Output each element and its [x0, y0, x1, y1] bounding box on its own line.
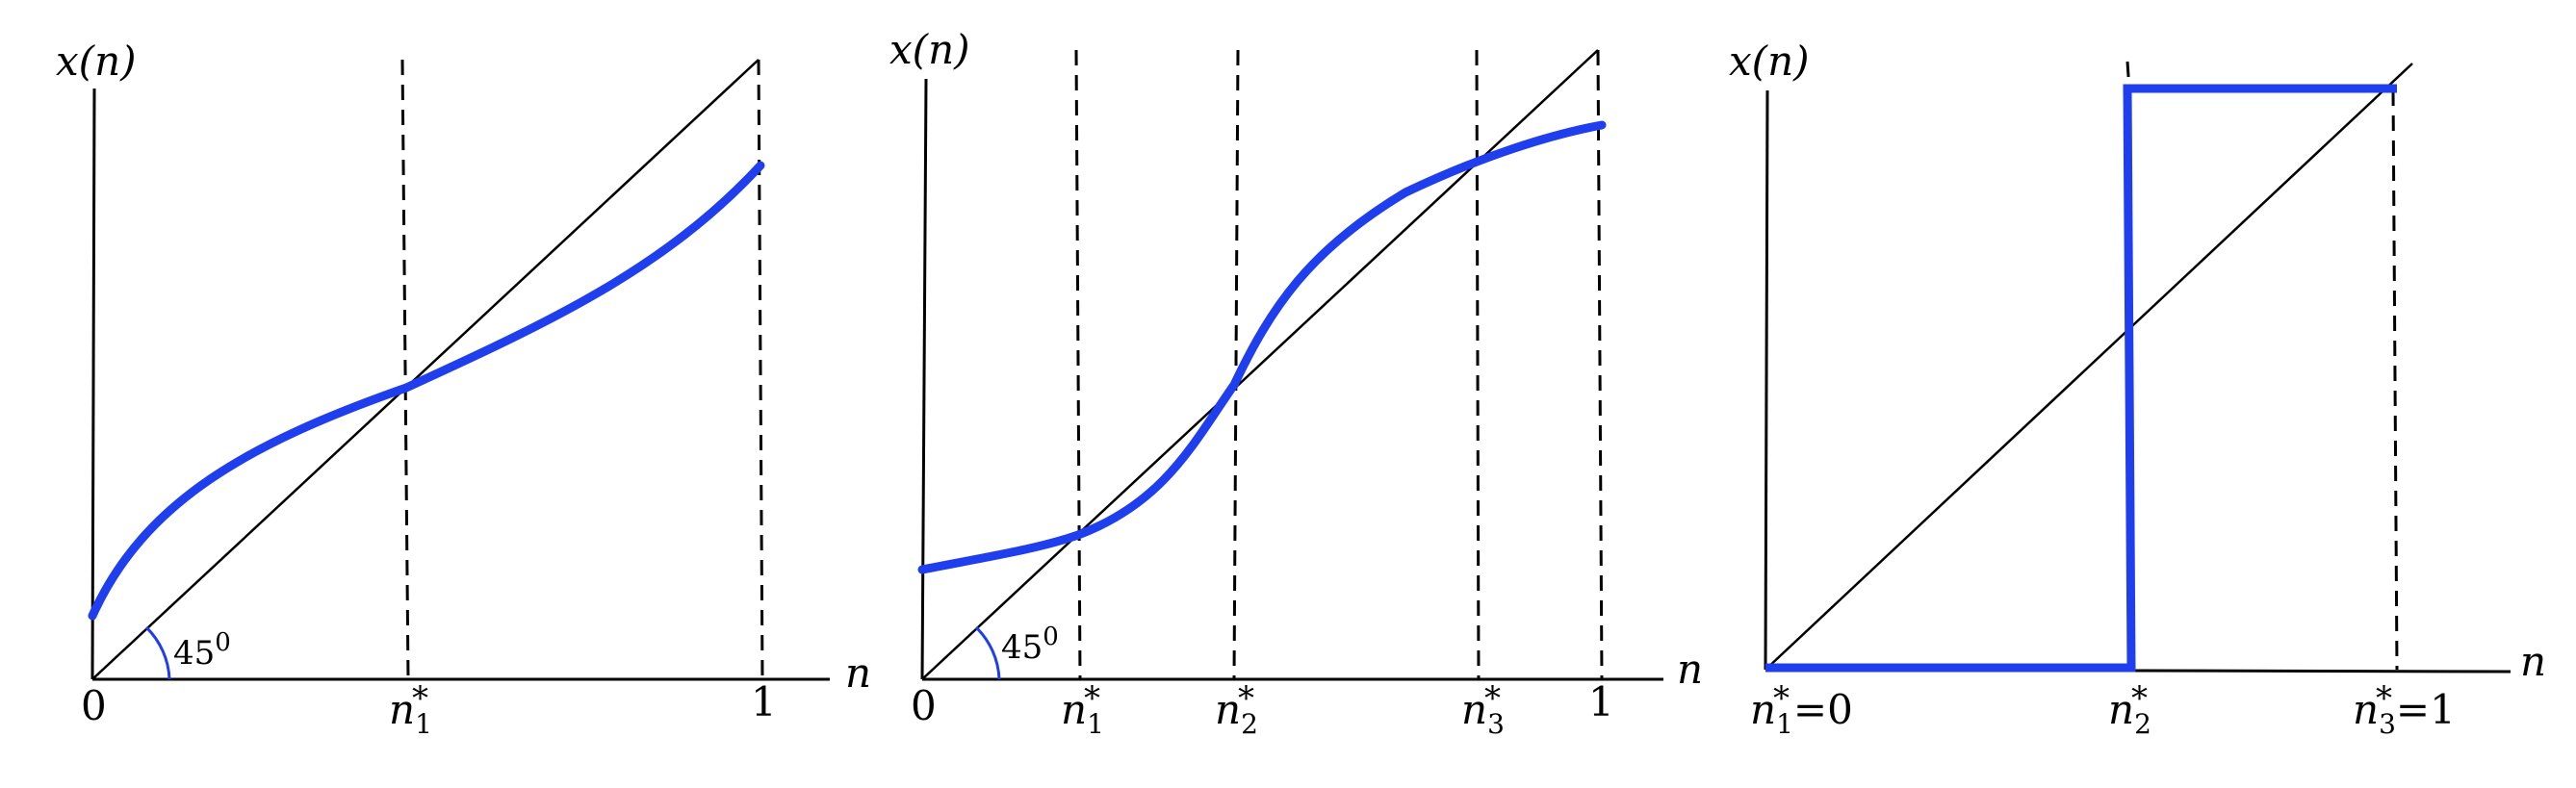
panel-3-tick-n3: n3=1 — [2353, 686, 2456, 740]
panel-1-tick-n1-star: * — [412, 679, 428, 718]
panel-3-dashed-n2 — [2125, 61, 2131, 91]
panel-1-y-axis — [90, 88, 96, 680]
panel-2-angle-arc — [974, 625, 1001, 680]
panel-2-dashed-n3 — [1475, 49, 1481, 680]
panel-3-y-axis-label: x(n) — [1729, 38, 1810, 85]
panel-3-tick-n1-star: * — [1773, 679, 1790, 718]
panel-2-diagonal-45 — [921, 49, 1599, 680]
panel-2-y-axis-label: x(n) — [889, 26, 970, 73]
panel-2: x(n) n 450 0 n1 * n2 * n3 * 1 — [889, 26, 1703, 740]
panel-1-dashed-one — [757, 59, 764, 680]
panel-2-tick-n3-star: * — [1484, 679, 1501, 718]
panel-2-dashed-one — [1596, 49, 1604, 680]
panel-2-y-axis — [920, 78, 928, 680]
panel-2-tick-n2: n2 — [1215, 686, 1258, 740]
panel-1-dashed-n1 — [400, 59, 410, 680]
panel-2-tick-one: 1 — [1588, 678, 1614, 725]
panel-2-tick-n3: n3 — [1461, 686, 1505, 740]
panel-2-x-axis-label: n — [1677, 646, 1703, 693]
panel-1-angle-label: 450 — [173, 628, 231, 673]
panel-3-tick-n3-star: * — [2376, 679, 2392, 718]
panel-1-x-axis-label: n — [845, 649, 871, 697]
panel-1-curve — [88, 161, 765, 621]
panel-1-diagonal-45 — [91, 59, 760, 680]
panel-3-step-curve — [1765, 84, 2397, 673]
panel-2-tick-origin: 0 — [911, 682, 937, 729]
panel-1-y-axis-label: x(n) — [56, 38, 137, 85]
panel-2-tick-n2-star: * — [1238, 679, 1254, 718]
panel-2-angle-label: 450 — [1001, 623, 1059, 667]
panel-3: x(n) n n1=0 * n2 * n3=1 * — [1729, 38, 2546, 740]
panel-3-tick-n1: n1=0 — [1750, 686, 1853, 740]
panel-3-tick-n2-star: * — [2131, 679, 2148, 718]
panel-3-diagonal-45 — [1765, 63, 2413, 671]
panel-2-dashed-n2 — [1232, 49, 1240, 680]
panel-1: x(n) n 450 0 n1 * 1 — [56, 38, 871, 740]
panel-1-tick-n1: n1 — [389, 686, 432, 740]
panel-1-tick-one: 1 — [751, 678, 777, 725]
panel-2-tick-n1-star: * — [1084, 679, 1100, 718]
panel-1-tick-origin: 0 — [81, 682, 107, 729]
panel-3-y-axis — [1764, 89, 1769, 671]
panel-2-tick-n1: n1 — [1061, 686, 1104, 740]
panel-2-curve — [917, 120, 1607, 574]
panel-1-angle-arc — [144, 625, 171, 680]
panel-3-tick-n2: n2 — [2108, 686, 2151, 740]
panel-3-x-axis-label: n — [2520, 638, 2546, 685]
panel-2-dashed-n1 — [1074, 49, 1082, 680]
panel-3-dashed-n3 — [2391, 89, 2399, 671]
